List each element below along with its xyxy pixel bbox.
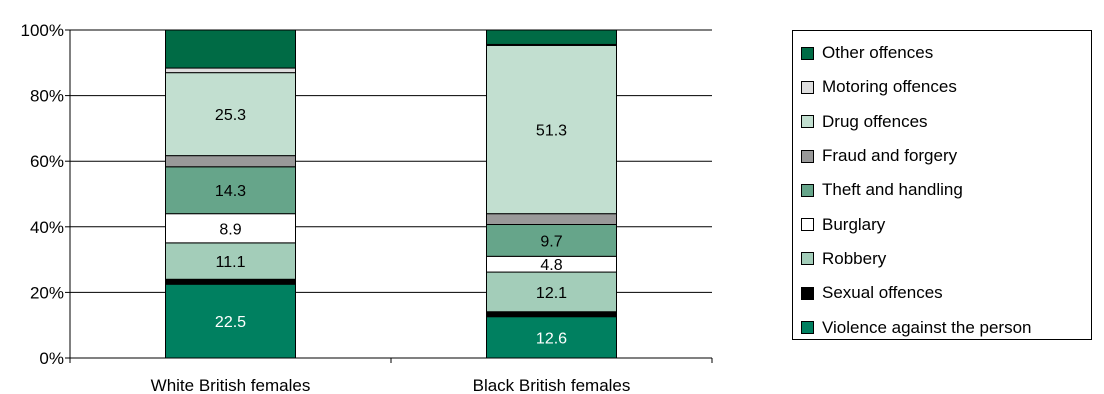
chart: 0% 20% 40% 60% 80% 100% 22.5 11.1 8.9 14.3 25.3 Whi…: [21, 21, 713, 394]
bar-segment: [165, 29, 296, 69]
bar-segment: [486, 44, 617, 215]
bar-segment: [165, 283, 296, 359]
bar-segment: [165, 72, 296, 157]
x-category-label: Black British females: [473, 376, 631, 394]
legend-swatch: [801, 46, 814, 60]
legend-label: Fraud and forgery: [822, 146, 958, 166]
legend: Other offences Motoring offences Drug offe…: [792, 30, 1092, 340]
y-tick-label: 40%: [30, 218, 64, 237]
x-category-label: White British females: [151, 376, 311, 394]
bar-segment: [486, 224, 617, 257]
legend-swatch: [801, 252, 814, 266]
legend-label: Motoring offences: [822, 77, 957, 97]
bar-segment: [165, 213, 296, 244]
data-label: 14.3: [215, 183, 246, 200]
legend-item: Fraud and forgery: [793, 139, 1091, 173]
data-label: 22.5: [215, 314, 246, 331]
bar-segment: [165, 155, 296, 168]
bar-segment: [486, 213, 617, 226]
data-label: 11.1: [216, 254, 246, 271]
legend-label: Sexual offences: [822, 283, 943, 303]
legend-item: Drug offences: [793, 105, 1091, 139]
legend-label: Burglary: [822, 214, 886, 234]
data-label: 9.7: [540, 233, 562, 250]
bar-segment: [165, 242, 296, 280]
y-tick-label: 80%: [30, 87, 64, 106]
legend-label: Violence against the person: [822, 317, 1032, 337]
legend-item: Burglary: [793, 207, 1091, 241]
bar-segment: [486, 29, 617, 45]
legend-label: Robbery: [822, 248, 887, 268]
y-tick-label: 20%: [30, 283, 64, 302]
bar-segment: [165, 278, 296, 285]
legend-swatch: [801, 218, 814, 232]
data-label: 25.3: [215, 107, 246, 124]
legend-item: Robbery: [793, 242, 1091, 276]
legend-swatch: [801, 286, 814, 300]
labels: 0% 20% 40% 60% 80% 100% 22.5 11.1 8.9 14.3 25.3 Whi…: [21, 21, 631, 394]
legend-item: Other offences: [793, 36, 1091, 70]
bar-segment: [165, 67, 296, 74]
bar-segment: [486, 316, 617, 359]
legend-swatch: [801, 149, 814, 163]
legend-item: Motoring offences: [793, 70, 1091, 104]
data-label: 12.6: [536, 330, 567, 347]
data-label: 8.9: [219, 221, 241, 238]
legend-label: Theft and handling: [822, 180, 963, 200]
y-tick-label: 60%: [30, 152, 64, 171]
legend-swatch: [801, 115, 814, 129]
y-tick-label: 0%: [39, 349, 64, 368]
legend-item: Theft and handling: [793, 173, 1091, 207]
legend-label: Drug offences: [822, 111, 928, 131]
bar-segment: [486, 311, 617, 318]
bar-segment: [165, 166, 296, 215]
y-tick-label: 100%: [21, 21, 64, 40]
bars: [165, 29, 617, 359]
legend-swatch: [801, 80, 814, 94]
legend-label: Other offences: [822, 43, 934, 63]
legend-swatch: [801, 183, 814, 197]
legend-item: Violence against the person: [793, 310, 1091, 344]
legend-swatch: [801, 321, 814, 335]
data-label: 4.8: [540, 257, 562, 274]
axes: [65, 29, 713, 363]
data-label: 12.1: [536, 285, 567, 302]
data-label: 51.3: [536, 123, 567, 140]
legend-item: Sexual offences: [793, 276, 1091, 310]
